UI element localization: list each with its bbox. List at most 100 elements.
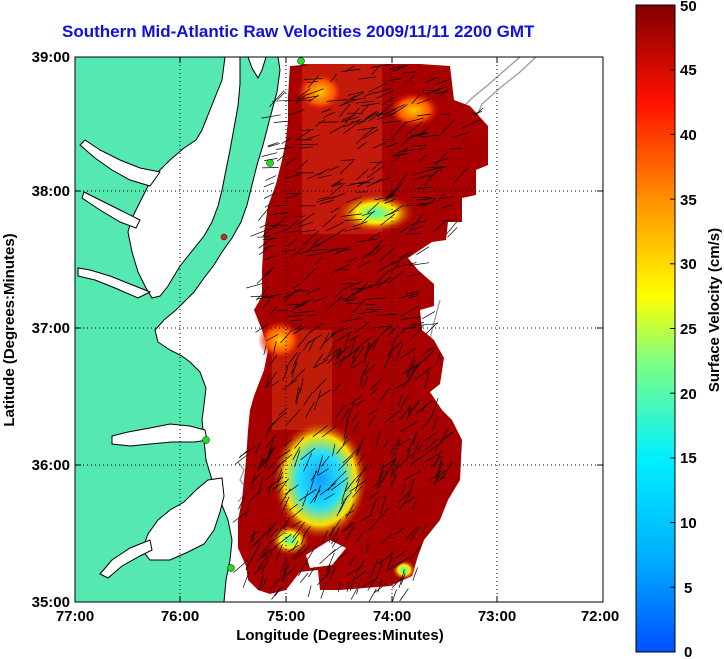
velocity-vector xyxy=(270,293,282,297)
y-axis-label: Latitude (Degrees:Minutes) xyxy=(1,233,18,426)
velocity-vector xyxy=(368,82,387,93)
velocity-vector xyxy=(283,517,290,530)
velocity-vector xyxy=(287,192,303,195)
velocity-vector xyxy=(391,254,410,265)
velocity-vector xyxy=(414,367,431,381)
velocity-vector xyxy=(370,376,384,390)
velocity-vector xyxy=(446,221,458,235)
velocity-vector xyxy=(400,572,406,585)
velocity-vector xyxy=(291,361,297,378)
velocity-vector xyxy=(312,425,329,438)
velocity-vector xyxy=(408,361,422,380)
velocity-vector xyxy=(296,298,315,308)
velocity-vector xyxy=(261,552,272,573)
velocity-vector xyxy=(395,526,405,535)
velocity-vector xyxy=(355,336,373,351)
velocity-vector xyxy=(441,219,454,222)
pamlico-sound xyxy=(141,477,225,561)
velocity-vector xyxy=(367,577,378,591)
velocity-vector xyxy=(358,310,377,315)
velocity-vector xyxy=(403,496,415,505)
velocity-vector xyxy=(293,326,306,335)
velocity-vector xyxy=(424,166,445,169)
x-tick-label: 73:00 xyxy=(478,608,516,625)
velocity-vector xyxy=(395,454,412,470)
velocity-vector xyxy=(429,470,442,482)
velocity-vector xyxy=(271,587,281,600)
y-tick-label: 35:00 xyxy=(32,594,70,611)
velocity-vector xyxy=(291,283,302,290)
velocity-vector xyxy=(441,118,455,135)
velocity-vector xyxy=(423,323,439,326)
velocity-vector xyxy=(328,526,334,543)
velocity-vector xyxy=(294,437,305,449)
velocity-vector xyxy=(320,332,330,350)
velocity-vector xyxy=(271,412,287,425)
velocity-vector xyxy=(337,551,348,560)
velocity-vector xyxy=(365,543,369,554)
velocity-vector xyxy=(349,555,356,566)
velocity-vector xyxy=(349,182,371,185)
velocity-vector xyxy=(249,472,262,485)
velocity-vector xyxy=(385,109,397,115)
velocity-vector xyxy=(274,215,287,229)
velocity-vector xyxy=(323,493,335,501)
velocity-vector xyxy=(320,581,328,599)
velocity-vector xyxy=(345,196,362,203)
velocity-vector xyxy=(395,343,404,361)
colorbar-tick-label: 35 xyxy=(680,192,697,209)
velocity-vector xyxy=(378,387,390,404)
velocity-vector xyxy=(376,276,391,289)
velocity-vector xyxy=(424,438,438,451)
velocity-vector xyxy=(391,577,403,589)
y-tick-label: 37:00 xyxy=(32,320,70,337)
velocity-vector xyxy=(376,470,384,490)
velocity-vector xyxy=(327,344,335,356)
velocity-vector xyxy=(268,521,277,533)
velocity-vector xyxy=(350,576,355,591)
velocity-vector xyxy=(378,470,388,489)
colorbar xyxy=(635,4,676,653)
velocity-vector xyxy=(293,324,302,332)
velocity-vector xyxy=(392,104,405,111)
velocity-vector xyxy=(232,560,248,574)
velocity-vector xyxy=(280,329,293,344)
velocity-vector xyxy=(321,455,330,467)
y-tick-label: 39:00 xyxy=(32,49,70,66)
velocity-vector xyxy=(356,436,365,457)
velocity-vector xyxy=(268,532,286,544)
velocity-vector xyxy=(266,434,277,448)
velocity-vector xyxy=(405,290,420,295)
velocity-vector xyxy=(407,485,413,498)
velocity-vector xyxy=(285,352,298,369)
velocity-vector xyxy=(398,494,411,511)
velocity-vector xyxy=(394,378,412,390)
velocity-vector xyxy=(317,468,329,476)
velocity-vector xyxy=(402,71,417,74)
velocity-vector xyxy=(345,521,353,531)
velocity-vector xyxy=(380,213,396,226)
river-potomac xyxy=(79,139,161,187)
velocity-vector xyxy=(257,457,264,470)
velocity-vector xyxy=(276,146,294,150)
velocity-vector xyxy=(385,561,402,572)
colorbar-tick-label: 25 xyxy=(680,321,697,338)
velocity-vector xyxy=(314,119,326,127)
velocity-vector xyxy=(373,177,391,184)
velocity-vector xyxy=(341,114,356,121)
velocity-vector xyxy=(248,489,262,503)
velocity-vector xyxy=(398,569,405,588)
velocity-vector xyxy=(352,420,360,432)
velocity-vector xyxy=(273,228,290,235)
velocity-vector xyxy=(317,455,324,475)
velocity-vector xyxy=(314,390,322,410)
velocity-vector xyxy=(346,297,358,302)
velocity-vector xyxy=(258,573,265,591)
velocity-vector xyxy=(376,90,394,99)
velocity-vector xyxy=(423,430,440,442)
velocity-vector xyxy=(273,341,277,355)
velocity-vector xyxy=(341,482,349,502)
velocity-vector xyxy=(362,375,369,389)
velocity-vector xyxy=(430,397,439,418)
velocity-vector xyxy=(307,80,319,83)
